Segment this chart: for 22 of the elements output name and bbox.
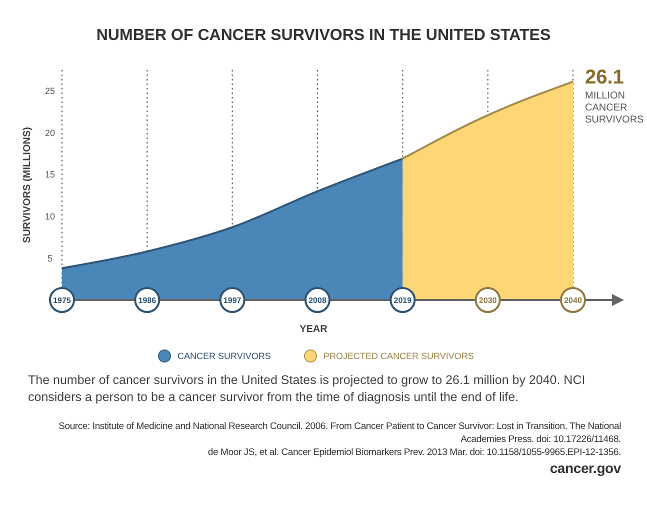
x-axis-title: YEAR [300,324,328,335]
x-tick-label: 2008 [308,296,327,305]
legend-label: PROJECTED CANCER SURVIVORS [324,351,474,362]
x-tick-label: 2019 [394,296,412,305]
text: The number of cancer survivors in the United States is projected to grow to 26.1 million by 2040. NCI considers a person to be a cancer survivor from the time of diagnosis until the end of life. [28,372,586,406]
y-axis-title: SURVIVORS (MILLIONS) [22,127,33,243]
y-tick-label: 10 [44,212,56,222]
x-tick-label: 1997 [223,296,242,305]
annotation: 26.1 MILLION CANCER SURVIVORS [585,66,644,126]
y-tick-label: 25 [44,86,56,96]
text: cancer.gov [548,460,621,476]
x-tick-label: 2030 [478,296,498,305]
source-note: Source: Institute of Medicine and National Research Council. 2006. From Cancer Patient to Cancer Survivor: Lost in Transition. The National Academies Press. doi: 10.17226/11468. [58,420,621,446]
legend-label: CANCER SURVIVORS [178,351,271,362]
y-tick-label: 5 [47,253,53,264]
chart-title: NUMBER OF CANCER SURVIVORS IN THE UNITED STATES [96,27,551,44]
x-tick-label: 2040 [564,296,582,305]
x-tick-label: 1975 [53,296,72,305]
y-tick-label: 20 [44,128,56,138]
x-tick-label: 1986 [138,296,157,305]
text: de Moor JS, et al. Cancer Epidemiol Biomarkers Prev. 2013 Mar. doi: 10.1158/1055-9965.EPI-12-1356. [206,446,621,459]
y-tick-label: 15 [44,170,56,180]
